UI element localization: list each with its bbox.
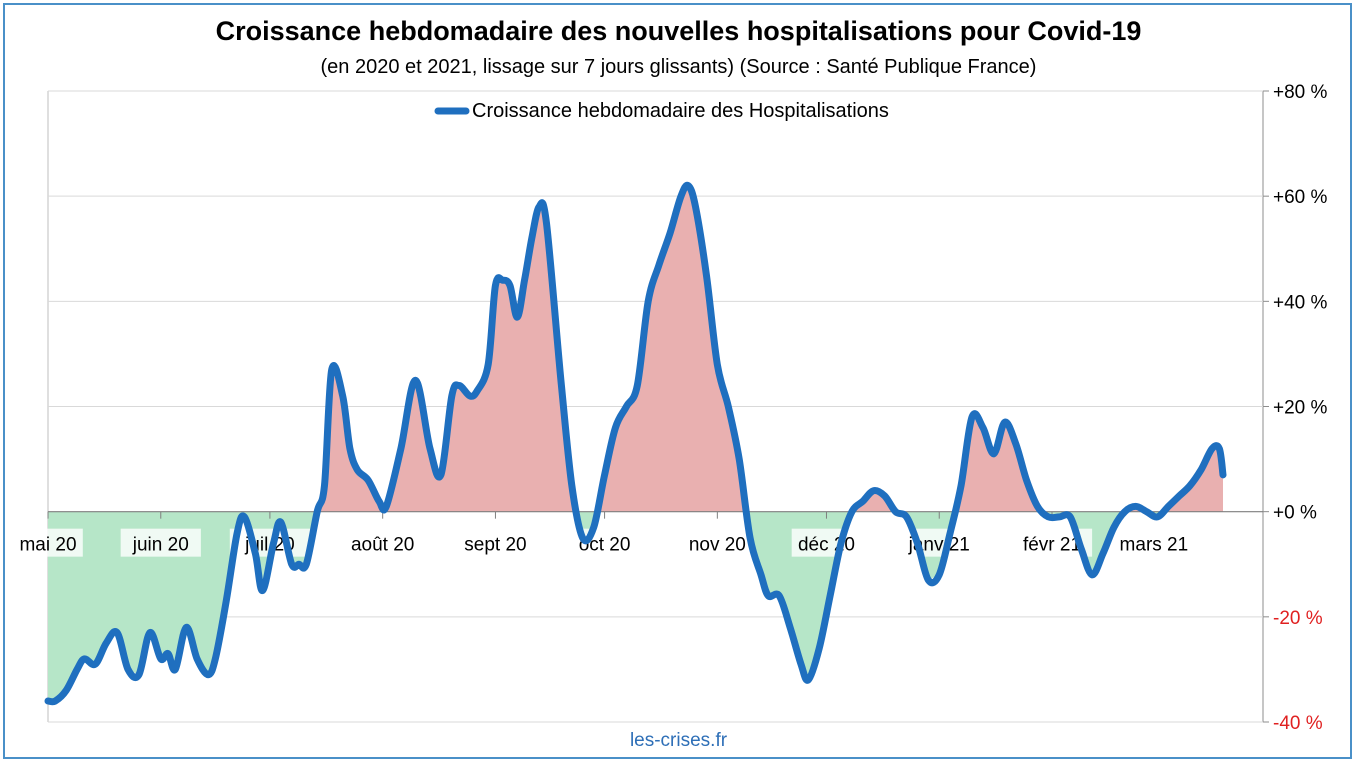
- x-tick-label: févr 21: [1023, 535, 1081, 556]
- x-tick-labels: mai 20 juin 20 juil 20 août 20 sept 20 oct 20…: [13, 528, 1194, 557]
- y-tick-label: +40 %: [1273, 292, 1328, 313]
- series-line-hospitalisations: [44, 181, 1227, 706]
- x-tick-label: déc 20: [798, 535, 855, 556]
- x-tick-label-bg: [1113, 528, 1194, 557]
- y-tick-label: +0 %: [1273, 503, 1317, 524]
- x-tick-label: mai 20: [19, 535, 76, 556]
- x-tick-label: juin 20: [132, 535, 189, 556]
- positive-area: [317, 206, 578, 512]
- footer-source: les-crises.fr: [629, 730, 728, 751]
- y-tick-label: +20 %: [1273, 398, 1328, 419]
- x-tick-label: sept 20: [464, 535, 526, 556]
- legend-label: Croissance hebdomadaire des Hospitalisat…: [472, 100, 889, 122]
- y-tick-label: +60 %: [1273, 187, 1328, 208]
- zero-axis: [47, 511, 1263, 519]
- positive-area: [596, 185, 747, 512]
- x-tick-label-bg: [455, 528, 536, 557]
- x-tick-label: août 20: [351, 535, 414, 556]
- positive-area: [1163, 448, 1223, 512]
- y-tick-label: -40 %: [1273, 713, 1323, 734]
- y-tick-label: +80 %: [1273, 82, 1328, 103]
- x-tick-label: janv 21: [908, 535, 970, 556]
- x-tick-label-bg: [120, 528, 201, 557]
- positive-area: [955, 417, 1043, 512]
- x-tick-label: mars 21: [1120, 535, 1189, 556]
- x-tick-label-bg: [791, 528, 862, 557]
- series-line: [44, 181, 1227, 706]
- legend: Croissance hebdomadaire des Hospitalisat…: [434, 100, 889, 122]
- chart-subtitle: (en 2020 et 2021, lissage sur 7 jours gl…: [320, 56, 1037, 78]
- x-tick-label-bg: [13, 528, 83, 557]
- x-tick-label-bg: [342, 528, 423, 557]
- y-tick-label: -20 %: [1273, 608, 1323, 629]
- y-tick-labels: +80 % +60 % +40 % +20 % +0 % -20 % -40 %: [1273, 82, 1328, 734]
- positive-area: [851, 490, 896, 512]
- chart-title: Croissance hebdomadaire des nouvelles ho…: [215, 16, 1142, 46]
- negative-area: [48, 511, 318, 701]
- x-tick-label: nov 20: [689, 535, 746, 556]
- chart-frame: [3, 3, 1352, 759]
- x-tick-label-bg: [682, 528, 753, 557]
